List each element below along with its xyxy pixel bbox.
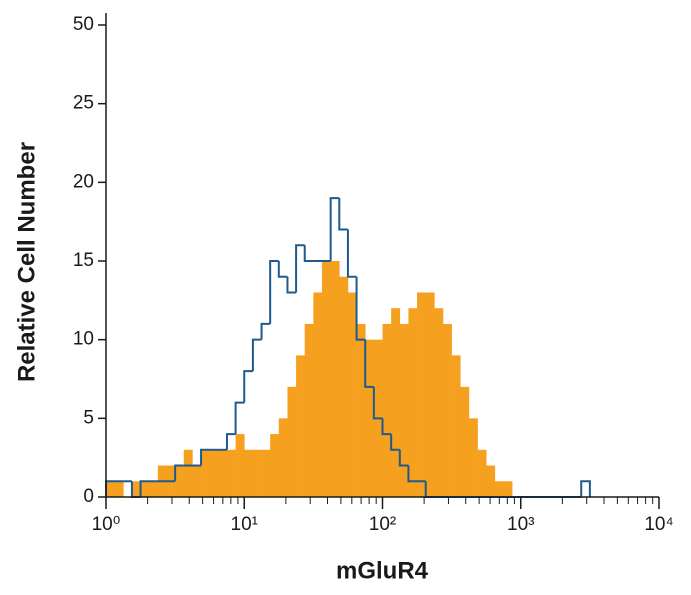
histogram-bar [494,481,504,497]
histogram-step [407,465,418,483]
histogram-bar [382,323,392,497]
histogram-step [139,480,150,497]
histogram-step [225,433,236,450]
histogram-bar [131,481,141,497]
histogram-bar [175,465,185,497]
histogram-step [338,198,348,231]
histogram-bar [460,386,470,497]
histogram-bar [442,323,452,497]
histogram-step [303,245,314,262]
histogram-step [355,276,366,341]
histogram-bar [235,434,245,497]
histogram-bar [304,323,314,497]
histogram-bar [468,418,478,497]
histogram-step [234,401,245,435]
y-axis-label: Relative Cell Number [13,142,40,382]
histogram-bar [192,465,202,497]
y-tick-label: 0 [83,486,94,507]
histogram-bar [261,449,271,497]
histogram-bar [408,308,418,497]
histogram-bar [477,449,487,497]
histogram-bar [270,434,280,497]
histogram-step [174,464,184,482]
histogram-step [364,339,374,388]
histogram-bar [486,465,496,497]
histogram-step [398,449,409,467]
histogram-bar [183,449,193,497]
histogram-bar [365,339,375,497]
histogram-bar [313,292,323,497]
x-tick-label: 10⁰ [92,514,121,535]
histogram-bar [106,481,115,497]
histogram-bar [201,449,210,497]
histogram-step [277,261,288,278]
histogram-bar [244,449,254,497]
histogram-step [251,338,262,372]
histogram-bar [296,355,306,497]
histogram-bar [209,449,219,497]
histogram-bar [140,481,150,497]
x-tick-label: 10³ [507,514,534,535]
histogram-bar [347,292,357,497]
histogram-bar [399,323,409,497]
y-tick-label: 20 [73,171,94,192]
histogram-step [390,434,400,451]
histogram-step [200,448,210,466]
histogram-step [243,370,253,403]
histogram-bar [434,308,444,497]
x-axis-label: mGluR4 [336,557,429,584]
histogram-step [286,276,297,294]
histogram-bar [278,418,288,497]
histogram-bar [226,449,236,497]
histogram-bar [356,323,366,497]
x-tick-label: 10¹ [231,514,258,535]
x-tick-label: 10² [369,514,396,535]
histogram-bar [339,276,349,497]
histogram-step [269,260,279,324]
histogram-step [346,229,357,278]
histogram-step [580,480,591,497]
histogram-step [295,244,305,293]
histogram-bar [417,292,427,497]
histogram-step [329,197,340,261]
y-tick-label: 25 [73,93,94,114]
histogram-bar [391,308,401,497]
y-tick-label: 50 [73,14,94,35]
histogram-bar [114,481,124,497]
y-tick-label: 5 [83,407,94,428]
y-tick-label: 10 [73,329,94,350]
histogram-bar [451,355,461,497]
histogram-bar [503,481,513,497]
histogram-step [381,418,392,436]
y-tick-label: 15 [73,250,94,271]
histogram-bar [149,481,159,497]
histogram-bar [322,261,331,497]
histogram-bar [330,261,340,497]
histogram-bar [218,449,228,497]
histogram-bar [425,292,435,497]
histogram-step [372,386,383,420]
histogram-bar [287,386,297,497]
histogram-bar [252,449,262,497]
x-tick-label: 10⁴ [644,514,673,535]
histogram-step [260,322,271,340]
